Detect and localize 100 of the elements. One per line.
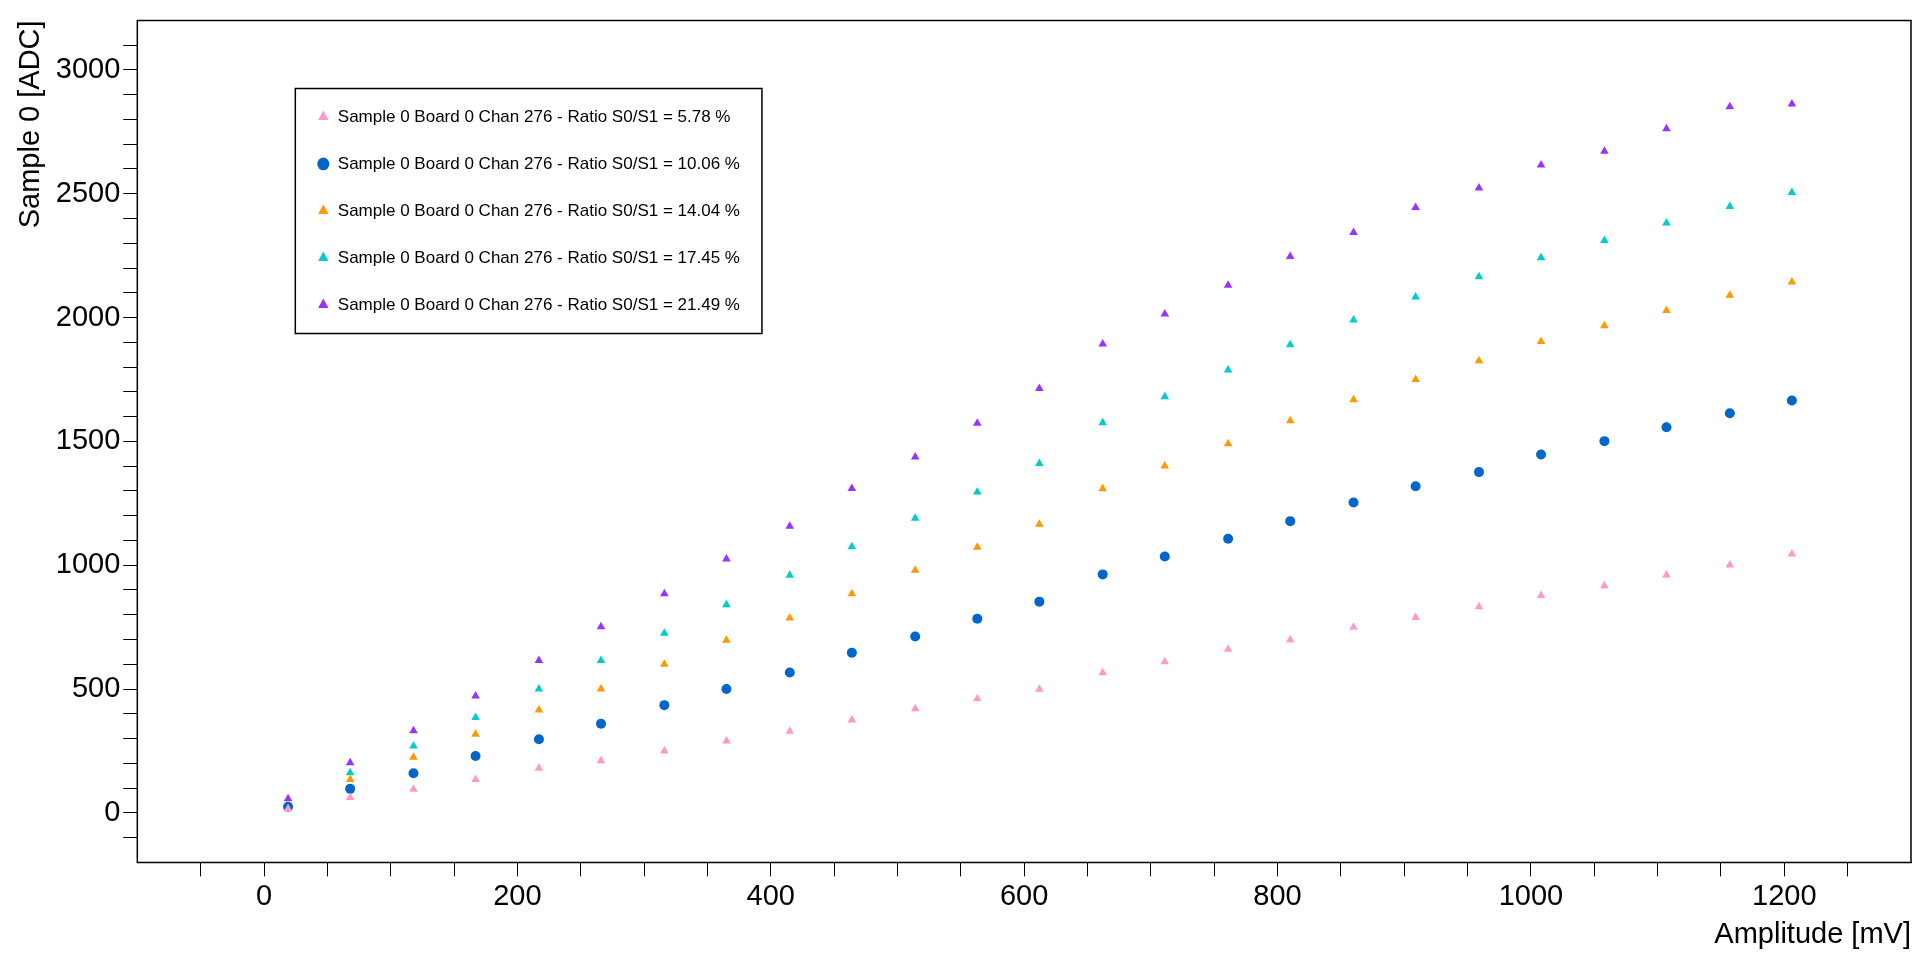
point — [409, 725, 418, 734]
point — [785, 726, 795, 734]
point — [1159, 551, 1170, 562]
y-tick-label: 2500 — [55, 175, 121, 208]
legend-label: Sample 0 Board 0 Chan 276 - Ratio S0/S1 = 14.04 % — [337, 200, 740, 220]
point — [1349, 227, 1358, 235]
point — [345, 767, 355, 776]
point — [1098, 667, 1108, 676]
point — [533, 734, 544, 745]
legend-label: Sample 0 Board 0 Chan 276 - Ratio S0/S1 = 17.45 % — [337, 247, 740, 267]
x-tick-label: 800 — [1253, 878, 1302, 911]
point — [409, 741, 418, 749]
point — [1725, 201, 1735, 209]
point — [1787, 99, 1797, 107]
point — [1600, 146, 1609, 154]
point — [534, 763, 544, 771]
point — [910, 631, 921, 642]
point — [972, 693, 982, 702]
point — [785, 570, 795, 578]
point — [785, 521, 795, 529]
point — [1662, 569, 1671, 578]
x-tick-label: 1000 — [1498, 878, 1564, 911]
y-tick-label: 2000 — [55, 299, 121, 332]
point — [1098, 483, 1108, 492]
point — [1223, 438, 1233, 447]
y-axis-title: Sample 0 [ADC] — [13, 20, 46, 229]
point — [1034, 596, 1045, 607]
point — [1285, 339, 1295, 348]
y-tick-label: 1000 — [55, 547, 121, 580]
point — [1410, 481, 1421, 492]
point — [1536, 336, 1546, 345]
point — [1223, 533, 1234, 544]
point — [1536, 252, 1546, 261]
point — [1725, 290, 1735, 298]
point — [471, 774, 480, 782]
point — [1348, 497, 1359, 508]
point — [1662, 123, 1671, 132]
point — [1035, 383, 1044, 391]
point — [1787, 276, 1797, 285]
point — [847, 715, 857, 723]
y-tick-label: 0 — [104, 794, 121, 827]
x-tick-label: 0 — [255, 878, 273, 911]
point — [1349, 315, 1358, 323]
point — [722, 635, 731, 643]
point — [972, 613, 983, 624]
legend-label: Sample 0 Board 0 Chan 276 - Ratio S0/S1 = 21.49 % — [337, 294, 740, 314]
point — [345, 783, 356, 794]
point — [1160, 309, 1170, 317]
point — [1411, 374, 1420, 382]
point — [1411, 612, 1420, 620]
point — [1787, 187, 1797, 196]
point — [596, 684, 606, 692]
point — [345, 757, 355, 766]
point — [721, 684, 732, 695]
point — [1285, 634, 1295, 643]
point — [1097, 569, 1108, 580]
point — [1600, 235, 1609, 244]
point — [1600, 580, 1609, 589]
point — [847, 483, 857, 491]
point — [471, 712, 480, 721]
point — [972, 486, 982, 495]
point — [784, 667, 795, 678]
x-axis-title: Amplitude [mV] — [1714, 916, 1911, 949]
point — [1035, 684, 1044, 692]
point — [722, 599, 731, 608]
point — [1536, 590, 1546, 598]
point — [1349, 394, 1358, 403]
point — [1035, 519, 1044, 527]
legend-label: Sample 0 Board 0 Chan 276 - Ratio S0/S1 = 10.06 % — [337, 153, 740, 173]
point — [1474, 355, 1484, 364]
point — [972, 418, 982, 426]
point — [1474, 183, 1484, 191]
point — [1662, 305, 1671, 313]
point — [910, 703, 920, 712]
point — [409, 752, 418, 760]
y-tick-label: 3000 — [55, 51, 121, 84]
point — [1285, 251, 1295, 259]
x-tick-label: 600 — [999, 878, 1049, 911]
point — [596, 655, 606, 664]
point — [660, 745, 669, 754]
point — [659, 700, 670, 711]
point — [1098, 339, 1108, 347]
point — [847, 541, 857, 550]
point — [846, 647, 857, 658]
point — [408, 768, 419, 779]
point — [1536, 449, 1547, 460]
point — [1035, 458, 1044, 466]
x-tick-label: 200 — [493, 878, 542, 911]
point — [470, 750, 481, 761]
point — [1160, 656, 1170, 665]
point — [471, 729, 480, 737]
point — [1160, 391, 1170, 400]
y-tick-label: 1500 — [55, 423, 121, 456]
legend-label: Sample 0 Board 0 Chan 276 - Ratio S0/S1 = 5.78 % — [337, 106, 731, 126]
point — [1098, 417, 1108, 426]
point — [1160, 460, 1170, 469]
point — [1285, 516, 1296, 527]
point — [534, 655, 544, 664]
point — [1474, 271, 1484, 280]
point — [1787, 549, 1797, 557]
